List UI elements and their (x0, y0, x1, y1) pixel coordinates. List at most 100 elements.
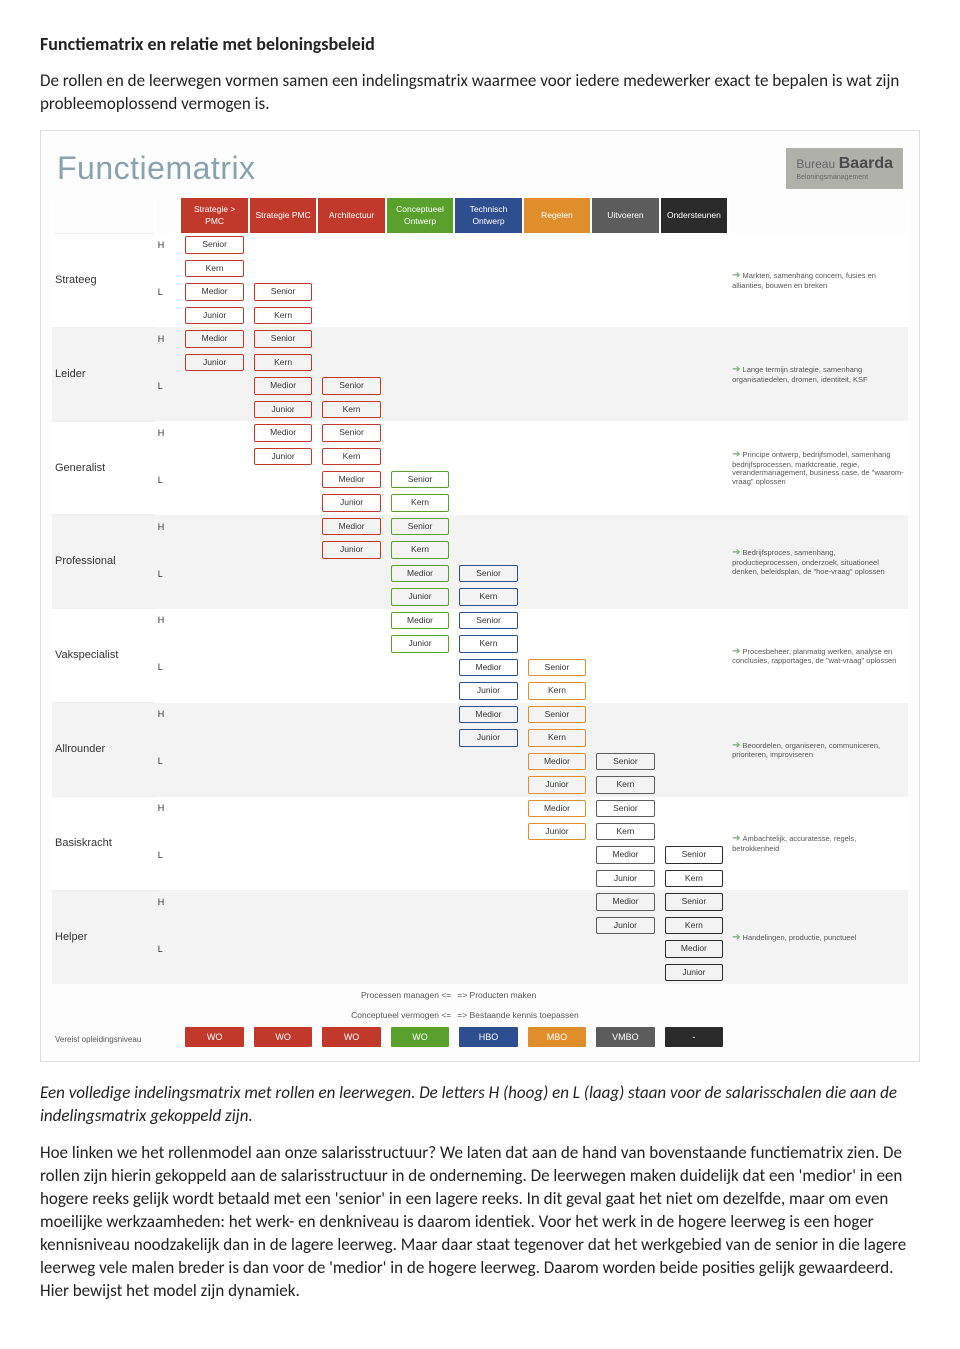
edu-box: MBO (528, 1027, 586, 1047)
stage-box: Senior (665, 846, 723, 863)
stage-box: Junior (596, 917, 654, 934)
stage-box: Kern (322, 448, 380, 465)
stage-box: Senior (185, 236, 243, 253)
role-description: ➔Lange termijn strategie, samenhang orga… (728, 327, 908, 421)
stage-box: Medior (254, 424, 312, 441)
stage-box: Kern (459, 588, 517, 605)
stage-box: Junior (254, 401, 312, 418)
hl-cell (155, 304, 181, 327)
stage-box: Kern (185, 260, 243, 277)
hl-cell (155, 867, 181, 890)
axis-right: => Producten maken (454, 984, 728, 1003)
hl-cell: H (155, 327, 181, 350)
axis-left: Processen managen <= (180, 984, 454, 1003)
stage-box: Junior (322, 494, 380, 511)
stage-box: Senior (391, 471, 449, 488)
hl-cell: L (155, 562, 181, 585)
hl-cell (155, 632, 181, 655)
page-title: Functiematrix en relatie met beloningsbe… (40, 32, 920, 56)
stage-box: Kern (391, 541, 449, 558)
stage-box: Senior (459, 612, 517, 629)
stage-box: Medior (528, 753, 586, 770)
role-description: ➔Bedrijfsproces, samenhang, productiepro… (728, 515, 908, 609)
hl-cell (155, 773, 181, 796)
stage-box: Medior (665, 940, 723, 957)
stage-box: Medior (459, 706, 517, 723)
stage-box: Medior (528, 800, 586, 817)
hl-cell: H (155, 609, 181, 632)
column-header: Regelen (523, 198, 591, 233)
stage-box: Junior (391, 588, 449, 605)
stage-box: Senior (322, 377, 380, 394)
stage-box: Junior (391, 635, 449, 652)
intro-paragraph: De rollen en de leerwegen vormen samen e… (40, 70, 920, 116)
role-name: Vakspecialist (52, 609, 155, 703)
hl-cell (155, 679, 181, 702)
stage-box: Medior (596, 893, 654, 910)
role-name: Leider (52, 327, 155, 421)
bureau-logo: Bureau Baarda Beloningsmanagement (786, 148, 903, 189)
hl-cell: L (155, 937, 181, 960)
stage-box: Junior (459, 729, 517, 746)
hl-cell: L (155, 374, 181, 397)
stage-box: Medior (459, 659, 517, 676)
stage-box: Senior (254, 283, 312, 300)
edu-box: WO (185, 1027, 243, 1047)
hl-cell: L (155, 468, 181, 491)
edu-box: WO (391, 1027, 449, 1047)
role-description: ➔Markten, samenhang concern, fusies en a… (728, 233, 908, 327)
stage-box: Junior (528, 776, 586, 793)
functiematrix-figure: Functiematrix Bureau Baarda Beloningsman… (40, 130, 920, 1062)
hl-cell: H (155, 797, 181, 820)
hl-cell: H (155, 515, 181, 538)
role-name: Generalist (52, 421, 155, 515)
hl-cell: L (155, 843, 181, 866)
figure-caption: Een volledige indelingsmatrix met rollen… (40, 1082, 920, 1128)
stage-box: Senior (254, 330, 312, 347)
hl-cell (155, 257, 181, 280)
hl-cell (155, 914, 181, 937)
stage-box: Medior (391, 565, 449, 582)
stage-box: Junior (459, 682, 517, 699)
stage-box: Kern (665, 917, 723, 934)
hl-cell: L (155, 750, 181, 773)
axis-left: Conceptueel vermogen <= (180, 1004, 454, 1023)
role-description: ➔Principe ontwerp, bedrijfsmodel, samenh… (728, 421, 908, 515)
stage-box: Kern (254, 354, 312, 371)
edu-label: Vereist opleidingsniveau (52, 1023, 180, 1051)
stage-box: Kern (254, 307, 312, 324)
stage-box: Senior (528, 706, 586, 723)
stage-box: Senior (665, 893, 723, 910)
hl-cell (155, 398, 181, 421)
role-description: ➔Procesbeheer, planmatig werken, analyse… (728, 609, 908, 703)
stage-box: Junior (596, 870, 654, 887)
stage-box: Junior (185, 307, 243, 324)
edu-box: WO (254, 1027, 312, 1047)
hl-cell: L (155, 656, 181, 679)
stage-box: Kern (665, 870, 723, 887)
stage-box: Medior (596, 846, 654, 863)
stage-box: Medior (185, 330, 243, 347)
hl-cell (155, 820, 181, 843)
hl-cell (155, 585, 181, 608)
axis-right: => Bestaande kennis toepassen (454, 1004, 728, 1023)
edu-box: WO (322, 1027, 380, 1047)
role-name: Basiskracht (52, 797, 155, 891)
stage-box: Senior (391, 518, 449, 535)
stage-box: Junior (322, 541, 380, 558)
column-header: Strategie PMC (249, 198, 317, 233)
hl-cell (155, 961, 181, 984)
hl-cell (155, 726, 181, 749)
column-header: Uitvoeren (591, 198, 659, 233)
stage-box: Junior (185, 354, 243, 371)
stage-box: Medior (185, 283, 243, 300)
role-name: Professional (52, 515, 155, 609)
figure-title: Functiematrix (57, 147, 256, 190)
stage-box: Senior (528, 659, 586, 676)
stage-box: Senior (322, 424, 380, 441)
hl-cell (155, 538, 181, 561)
hl-cell (155, 445, 181, 468)
hl-cell: H (155, 890, 181, 913)
matrix-table: Strategie > PMCStrategie PMCArchitectuur… (51, 198, 909, 1051)
role-name: Strateeg (52, 233, 155, 327)
